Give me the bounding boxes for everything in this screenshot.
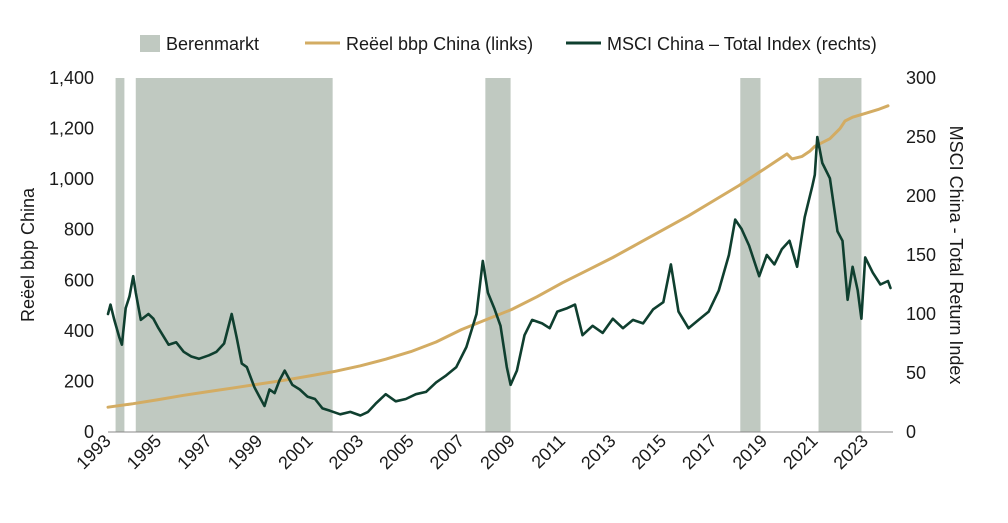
left-tick-label: 200 — [64, 371, 94, 391]
left-tick-label: 1,200 — [49, 119, 94, 139]
x-tick-label: 1993 — [72, 431, 114, 473]
series-layer — [106, 104, 892, 417]
x-tick-label: 2003 — [325, 431, 367, 473]
bear-market-band — [818, 78, 862, 432]
series-line-msci — [106, 135, 892, 417]
x-tick-label: 2011 — [528, 431, 570, 473]
x-tick-label: 2017 — [678, 431, 720, 473]
x-tick-label: 2001 — [274, 431, 316, 473]
right-tick-label: 50 — [906, 363, 926, 383]
x-tick-label: 2019 — [729, 431, 771, 473]
left-tick-label: 800 — [64, 220, 94, 240]
left-axis-title: Reëel bbp China — [18, 187, 38, 322]
left-tick-label: 1,000 — [49, 169, 94, 189]
right-tick-label: 0 — [906, 422, 916, 442]
left-tick-label: 0 — [84, 422, 94, 442]
series-line-bbp — [106, 104, 890, 409]
right-tick-label: 100 — [906, 304, 936, 324]
x-tick-label: 2015 — [628, 431, 670, 473]
right-tick-label: 150 — [906, 245, 936, 265]
legend-label-msci: MSCI China – Total Index (rechts) — [607, 34, 877, 54]
left-tick-label: 1,400 — [49, 68, 94, 88]
bear-market-bands — [115, 78, 862, 432]
x-tick-label: 2021 — [779, 431, 821, 473]
legend-label-berenmarkt: Berenmarkt — [166, 34, 259, 54]
right-tick-label: 300 — [906, 68, 936, 88]
bear-market-band — [485, 78, 511, 432]
x-tick-label: 1997 — [173, 431, 215, 473]
left-tick-label: 400 — [64, 321, 94, 341]
x-tick-label: 1999 — [224, 431, 266, 473]
legend: Berenmarkt Reëel bbp China (links) MSCI … — [140, 34, 877, 54]
x-tick-label: 2023 — [830, 431, 872, 473]
right-axis-ticks: 0 50 100 150 200 250 300 — [906, 68, 936, 442]
x-tick-label: 1995 — [123, 431, 165, 473]
left-axis-ticks: 0 200 400 600 800 1,000 1,200 1,400 — [49, 68, 94, 442]
left-tick-label: 600 — [64, 270, 94, 290]
bear-market-band — [740, 78, 761, 432]
x-axis-ticks: 1993 1995 1997 1999 2001 2003 2005 2007 2009 2011… — [72, 431, 872, 473]
x-tick-label: 2009 — [476, 431, 518, 473]
right-tick-label: 200 — [906, 186, 936, 206]
right-axis-title: MSCI China - Total Return Index — [946, 126, 966, 385]
right-tick-label: 250 — [906, 127, 936, 147]
legend-label-bbp: Reëel bbp China (links) — [346, 34, 533, 54]
x-tick-label: 2005 — [375, 431, 417, 473]
x-tick-label: 2013 — [577, 431, 619, 473]
bear-market-band — [115, 78, 125, 432]
bear-market-band — [135, 78, 333, 432]
x-tick-label: 2007 — [426, 431, 468, 473]
legend-swatch-berenmarkt — [140, 35, 160, 52]
